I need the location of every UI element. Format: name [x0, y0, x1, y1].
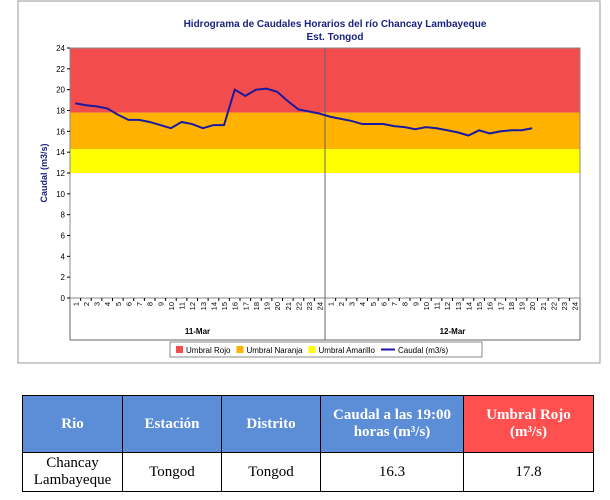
y-tick-label: 6 [61, 232, 66, 241]
y-tick-label: 2 [61, 273, 66, 282]
x-tick-label: 3 [348, 302, 357, 306]
x-tick-label: 4 [358, 302, 367, 306]
x-tick-label: 16 [231, 302, 240, 310]
x-tick-label: 7 [135, 302, 144, 306]
x-tick-label: 15 [220, 302, 229, 310]
x-tick-label: 17 [241, 302, 250, 310]
x-tick-label: 14 [209, 302, 218, 310]
y-tick-label: 20 [56, 86, 65, 95]
y-tick-label: 18 [56, 107, 65, 116]
x-tick-label: 19 [518, 302, 527, 310]
x-tick-label: 18 [507, 302, 516, 310]
legend-box [169, 341, 483, 358]
legend-swatch [308, 346, 316, 353]
y-axis-label: Caudal (m3/s) [39, 143, 49, 202]
x-tick-label: 22 [549, 302, 558, 310]
x-tick-label: 8 [146, 302, 155, 306]
x-tick-label: 6 [124, 302, 133, 306]
x-tick-label: 1 [326, 302, 335, 306]
x-tick-label: 10 [167, 302, 176, 310]
x-tick-label: 24 [571, 302, 580, 310]
y-tick-label: 24 [56, 44, 65, 53]
x-tick-label: 2 [82, 302, 91, 306]
y-tick-label: 4 [61, 252, 66, 261]
legend-label: Caudal (m3/s) [398, 346, 449, 355]
x-tick-label: 6 [379, 302, 388, 306]
legend-label: Umbral Amarillo [319, 346, 376, 355]
y-tick-label: 8 [61, 211, 66, 220]
x-tick-label: 8 [401, 302, 410, 306]
y-tick-label: 14 [56, 148, 65, 157]
legend-label: Umbral Naranja [246, 346, 303, 355]
header-cell: Caudal a las 19:00 horas (m³/s) [320, 395, 464, 453]
x-tick-label: 17 [496, 302, 505, 310]
x-tick-label: 15 [475, 302, 484, 310]
y-tick-label: 0 [61, 294, 66, 303]
x-tick-label: 19 [263, 302, 272, 310]
table-header-row: Rio Estación Distrito Caudal a las 19:00 ho… [22, 395, 594, 453]
x-tick-label: 7 [390, 302, 399, 306]
x-tick-label: 12 [188, 302, 197, 310]
legend-label: Umbral Rojo [186, 346, 231, 355]
table-cell: Tongod [221, 452, 321, 492]
x-tick-label: 9 [411, 302, 420, 306]
x-tick-label: 14 [464, 302, 473, 310]
table-cell: 16.3 [320, 452, 464, 492]
x-tick-label: 18 [252, 302, 261, 310]
table-cell: Tongod [122, 452, 222, 492]
x-group-label: 12-Mar [440, 327, 466, 336]
table: Rio Estación Distrito Caudal a las 19:00 ho… [22, 395, 594, 492]
x-tick-label: 11 [178, 302, 187, 310]
x-tick-label: 12 [443, 302, 452, 310]
data-line [75, 87, 533, 137]
x-tick-label: 22 [294, 302, 303, 310]
y-tick-label: 12 [56, 169, 65, 178]
y-tick-label: 22 [56, 65, 65, 74]
x-tick-label: 9 [156, 302, 165, 306]
x-tick-label: 11 [433, 302, 442, 310]
chart-subtitle: Est. Tongod [306, 32, 363, 43]
x-tick-label: 23 [560, 302, 569, 310]
legend-swatch [176, 346, 183, 353]
chart: Hidrograma de Caudales Horarios del río … [17, 0, 601, 364]
header-cell: Estación [122, 395, 222, 453]
x-tick-label: 23 [305, 302, 314, 310]
table-row: Chancay Lambayeque Tongod Tongod 16.3 17.8 [22, 452, 594, 492]
x-tick-label: 4 [103, 302, 112, 306]
header-cell: Distrito [221, 395, 321, 453]
table-cell: 17.8 [463, 452, 594, 492]
x-tick-label: 1 [71, 302, 80, 306]
header-cell: Rio [22, 395, 123, 453]
header-cell: Umbral Rojo (m³/s) [463, 395, 594, 453]
x-tick-label: 13 [454, 302, 463, 310]
x-tick-label: 16 [486, 302, 495, 310]
x-tick-label: 20 [528, 302, 537, 310]
legend-swatch [236, 346, 244, 353]
chart-title: Hidrograma de Caudales Horarios del río … [184, 19, 487, 30]
x-tick-label: 2 [337, 302, 346, 306]
x-tick-label: 20 [273, 302, 282, 310]
table-cell: Chancay Lambayeque [22, 452, 123, 492]
x-tick-label: 13 [199, 302, 208, 310]
y-tick-label: 16 [56, 127, 65, 136]
x-tick-label: 21 [539, 302, 548, 310]
x-tick-label: 24 [316, 302, 325, 310]
x-tick-label: 21 [284, 302, 293, 310]
x-group-label: 11-Mar [185, 327, 210, 336]
x-tick-label: 5 [114, 302, 123, 306]
x-tick-label: 10 [422, 302, 431, 310]
legend: Umbral Rojo Umbral Naranja Umbral Amarillo… [169, 341, 483, 358]
x-tick-label: 5 [369, 302, 378, 306]
x-tick-label: 3 [93, 302, 102, 306]
y-tick-label: 10 [56, 190, 65, 199]
